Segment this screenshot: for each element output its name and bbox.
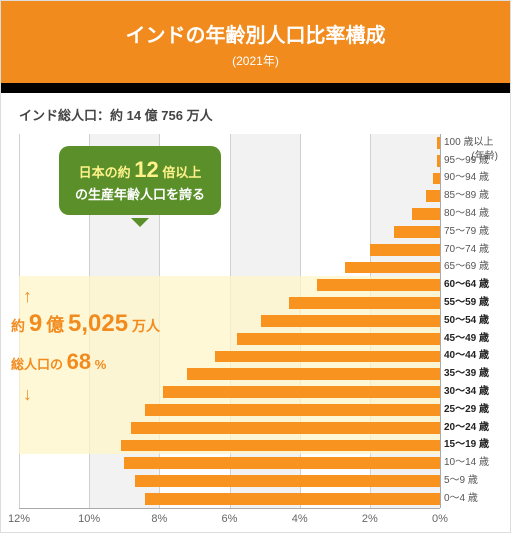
header: インドの年齢別人口比率構成 (2021年) [1,1,510,93]
annot-pop-pct: 総人口の 68 % [11,347,160,377]
chart-row: 75～79 歳 [19,223,510,241]
x-tick: 6% [222,513,238,525]
bar [437,155,441,167]
annot-a-prefix: 約 [11,318,25,334]
header-subtitle: (2021年) [1,52,510,69]
bar [412,208,440,220]
annot-b-suffix: % [95,357,107,372]
bar [163,386,440,398]
arrow-up-icon: ↑ [23,284,160,308]
age-label: 30～34 歳 [444,387,508,397]
bar [145,493,440,505]
callout-line1: 日本の約 12 倍以上 [75,156,205,185]
chart-row: 20～24 歳 [19,419,510,437]
callout-line2: の生産年齢人口を誇る [75,187,205,204]
chart-card: インドの年齢別人口比率構成 (2021年) インド総人口：約 14 億 756 … [0,0,511,533]
chart: 100 歳以上 95～99 歳 90～94 歳 85～89 歳 80～84 歳 75～79… [19,134,510,532]
annot-a-mid: 億 [46,315,64,335]
age-label: 20～24 歳 [444,423,508,433]
bar [145,404,440,416]
header-title: インドの年齢別人口比率構成 [1,19,510,48]
age-label: 50～54 歳 [444,316,508,326]
x-tick: 0% [432,513,448,525]
arrow-down-icon: ↓ [23,382,160,406]
x-tick: 2% [362,513,378,525]
chart-row: 70～74 歳 [19,241,510,259]
total-population-text: インド総人口：約 14 億 756 万人 [1,101,510,134]
bar [345,262,440,274]
age-label: 35～39 歳 [444,369,508,379]
annot-pop-count: 約 9 億 5,025 万人 [11,308,160,340]
age-label: 55～59 歳 [444,298,508,308]
chart-row: 0～4 歳 [19,490,510,508]
bar [215,351,440,363]
chart-row: 65～69 歳 [19,259,510,277]
bar [437,137,441,149]
bar [289,297,440,309]
age-label: 75～79 歳 [444,227,508,237]
bar [261,315,440,327]
annot-a-big2: 5,025 [68,310,128,337]
annot-b-big: 68 [67,349,91,374]
chart-row: 10～14 歳 [19,454,510,472]
annot-b-prefix: 総人口の [11,357,63,372]
age-label: 10～14 歳 [444,458,508,468]
bar-track [19,457,440,469]
x-tick: 8% [151,513,167,525]
bar [433,173,440,185]
x-tick: 10% [78,513,100,525]
bar [121,440,440,452]
x-tick: 12% [8,513,30,525]
age-label: 70～74 歳 [444,245,508,255]
bar-track [19,493,440,505]
bar [317,279,440,291]
callout-l1-big: 12 [134,157,158,182]
bar-track [19,226,440,238]
x-axis: 12%10%8%6%4%2%0% [19,508,440,532]
age-label: 100 歳以上 [444,138,508,148]
bar-track [19,440,440,452]
bar-track [19,244,440,256]
callout-l1-suffix: 倍以上 [162,165,201,180]
bar [426,190,440,202]
age-label: 0～4 歳 [444,494,508,504]
bar [370,244,440,256]
bar-track [19,262,440,274]
annot-a-big1: 9 [29,310,42,337]
age-label: 95～99 歳 [444,156,508,166]
bar [124,457,440,469]
chart-row: 5～9 歳 [19,472,510,490]
age-label: 85～89 歳 [444,191,508,201]
bar [135,475,440,487]
age-label: 15～19 歳 [444,440,508,450]
bar [187,368,440,380]
age-label: 25～29 歳 [444,405,508,415]
age-label: 90～94 歳 [444,173,508,183]
bar-track [19,422,440,434]
age-label: 45～49 歳 [444,334,508,344]
age-label: 65～69 歳 [444,262,508,272]
callout-l1-prefix: 日本の約 [79,165,131,180]
bar [394,226,440,238]
chart-row: 15～19 歳 [19,437,510,455]
bar [131,422,440,434]
bar-track [19,475,440,487]
annot-a-suffix: 万人 [132,318,160,334]
callout-bubble: 日本の約 12 倍以上 の生産年齢人口を誇る [59,146,221,215]
age-label: 80～84 歳 [444,209,508,219]
body: インド総人口：約 14 億 756 万人 (年齢) 100 歳以上95～99 歳… [1,93,510,532]
age-label: 40～44 歳 [444,351,508,361]
age-label: 60～64 歳 [444,280,508,290]
left-annotation: ↑ 約 9 億 5,025 万人 総人口の 68 % ↓ [11,284,160,407]
bar [237,333,440,345]
x-tick: 4% [292,513,308,525]
age-label: 5～9 歳 [444,476,508,486]
